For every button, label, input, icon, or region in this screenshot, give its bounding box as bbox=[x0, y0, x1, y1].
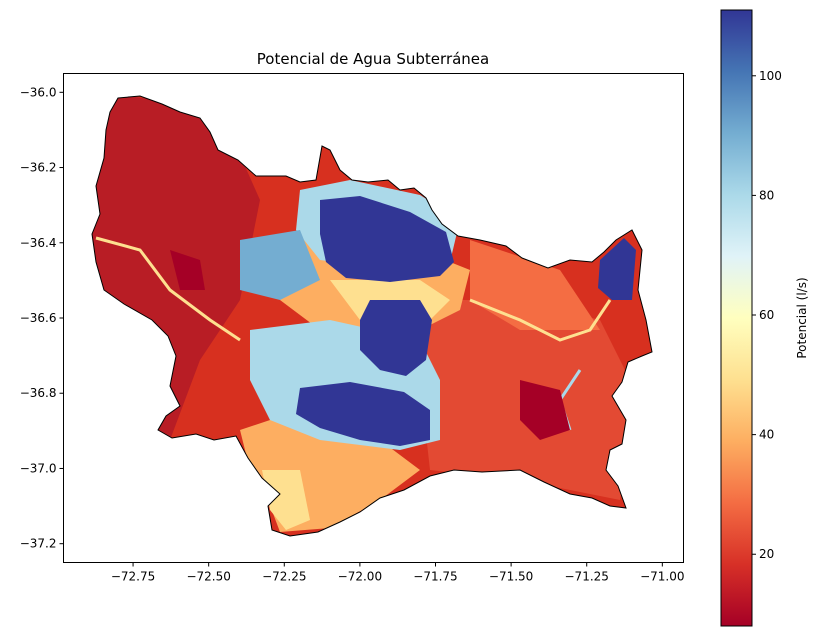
x-tick-label: −72.00 bbox=[338, 570, 382, 584]
map-title: Potencial de Agua Subterránea bbox=[257, 50, 489, 68]
northeast-orange-zone bbox=[470, 240, 600, 330]
y-tick-label: −36.8 bbox=[20, 386, 57, 400]
high-potential-zone-south bbox=[296, 382, 430, 446]
x-tick-label: −71.00 bbox=[640, 570, 684, 584]
colorbar-axis: 20 40 60 80 100 bbox=[752, 69, 782, 561]
west-blue-patch bbox=[240, 230, 320, 300]
x-tick-label: −71.50 bbox=[489, 570, 533, 584]
y-tick-label: −37.2 bbox=[20, 537, 57, 551]
y-tick-label: −36.2 bbox=[20, 161, 57, 175]
x-tick-label: −72.75 bbox=[111, 570, 155, 584]
dark-red-patch-west bbox=[170, 250, 205, 290]
river-west bbox=[95, 236, 241, 342]
high-potential-zone-east bbox=[598, 238, 636, 300]
colorbar-tick-label: 60 bbox=[759, 308, 774, 322]
colorbar-label: Potencial (l/s) bbox=[795, 277, 809, 358]
y-axis: −36.0 −36.2 −36.4 −36.6 −36.8 −37.0 −37.2 bbox=[20, 85, 64, 551]
y-tick-label: −37.0 bbox=[20, 461, 57, 475]
basin-boundary bbox=[91, 95, 653, 537]
x-axis: −72.75 −72.50 −72.25 −72.00 −71.75 −71.50 −71.… bbox=[111, 562, 685, 584]
colorbar-tick-label: 40 bbox=[759, 428, 774, 442]
x-tick-label: −71.25 bbox=[565, 570, 609, 584]
y-tick-label: −36.0 bbox=[20, 85, 57, 99]
x-tick-label: −72.50 bbox=[186, 570, 230, 584]
southern-yellow-zone bbox=[262, 470, 310, 530]
y-tick-label: −36.4 bbox=[20, 236, 57, 250]
high-potential-zone-north bbox=[320, 196, 454, 282]
x-tick-label: −72.25 bbox=[262, 570, 306, 584]
colorbar-tick-label: 80 bbox=[759, 188, 774, 202]
y-tick-label: −36.6 bbox=[20, 311, 57, 325]
colorbar-tick-label: 20 bbox=[759, 547, 774, 561]
colorbar bbox=[720, 9, 753, 627]
dark-red-patch-east bbox=[520, 380, 570, 440]
river-east bbox=[469, 298, 612, 342]
high-potential-zone-center bbox=[360, 300, 432, 376]
colorbar-tick-label: 100 bbox=[759, 69, 782, 83]
x-tick-label: −71.75 bbox=[413, 570, 457, 584]
